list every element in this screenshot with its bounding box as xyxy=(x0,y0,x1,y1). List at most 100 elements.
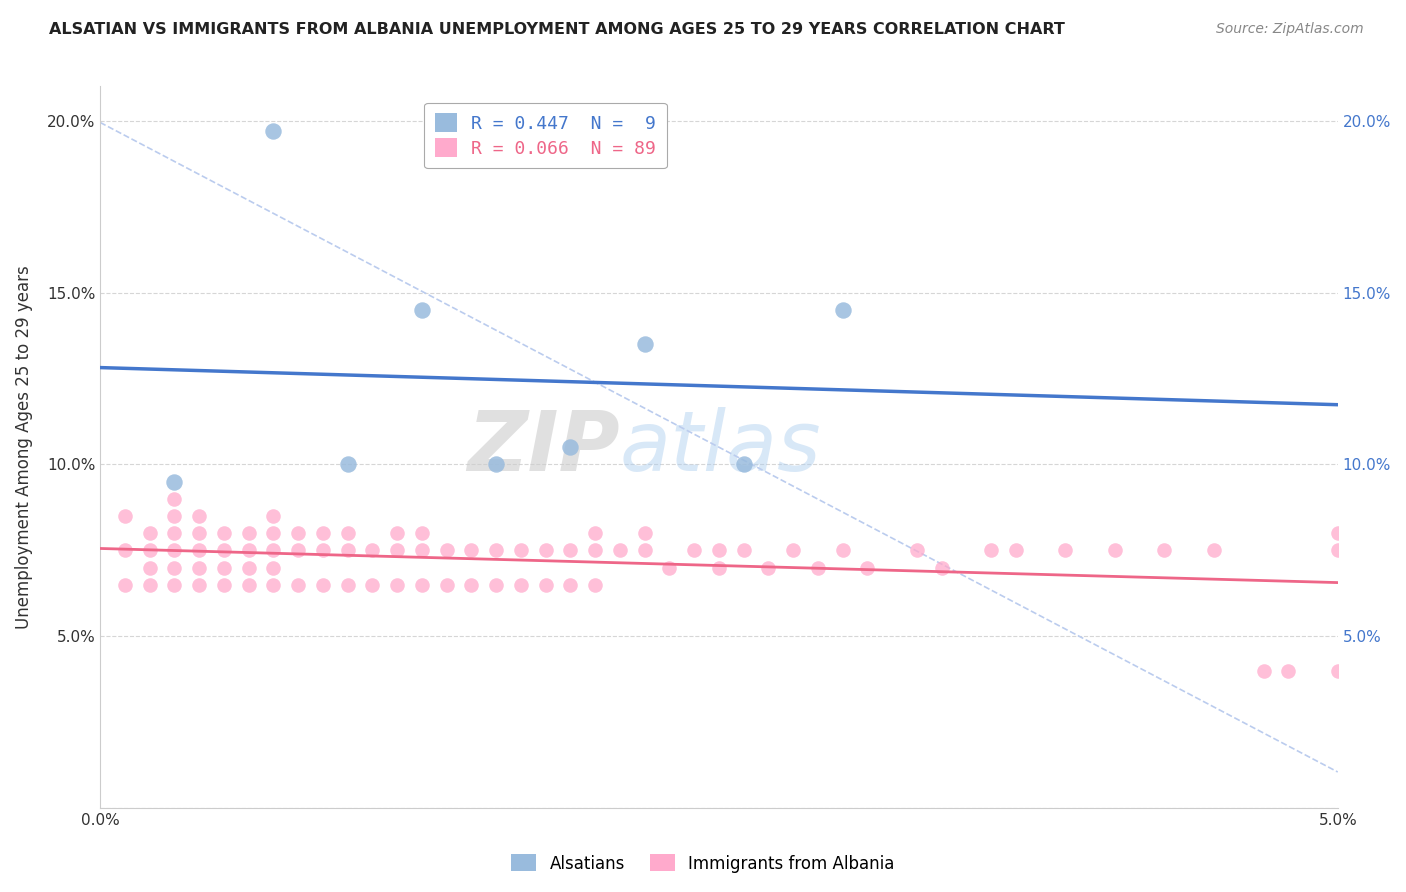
Y-axis label: Unemployment Among Ages 25 to 29 years: Unemployment Among Ages 25 to 29 years xyxy=(15,265,32,629)
Point xyxy=(163,577,186,591)
Point xyxy=(262,577,284,591)
Point xyxy=(163,526,186,541)
Point xyxy=(411,302,433,317)
Point xyxy=(560,577,582,591)
Point xyxy=(312,526,335,541)
Point xyxy=(188,560,211,574)
Point xyxy=(262,508,284,523)
Point xyxy=(138,543,160,558)
Point xyxy=(361,577,384,591)
Text: Source: ZipAtlas.com: Source: ZipAtlas.com xyxy=(1216,22,1364,37)
Point xyxy=(1326,543,1348,558)
Point xyxy=(188,508,211,523)
Point xyxy=(534,577,557,591)
Point xyxy=(238,577,260,591)
Point xyxy=(262,124,284,138)
Point xyxy=(509,577,531,591)
Point xyxy=(583,543,606,558)
Point xyxy=(262,560,284,574)
Point xyxy=(1326,664,1348,678)
Point xyxy=(634,543,657,558)
Point xyxy=(336,543,359,558)
Point xyxy=(560,543,582,558)
Point xyxy=(312,577,335,591)
Point xyxy=(583,577,606,591)
Point xyxy=(831,302,853,317)
Point xyxy=(114,577,136,591)
Point xyxy=(436,543,458,558)
Point xyxy=(385,577,408,591)
Point xyxy=(287,526,309,541)
Point xyxy=(583,526,606,541)
Point xyxy=(1054,543,1077,558)
Point xyxy=(312,543,335,558)
Point xyxy=(212,577,235,591)
Point xyxy=(188,526,211,541)
Point xyxy=(509,543,531,558)
Point xyxy=(361,543,384,558)
Point xyxy=(1202,543,1225,558)
Point xyxy=(188,543,211,558)
Point xyxy=(485,458,508,472)
Point xyxy=(336,577,359,591)
Point xyxy=(138,577,160,591)
Point xyxy=(1253,664,1275,678)
Point xyxy=(980,543,1002,558)
Point xyxy=(634,526,657,541)
Point xyxy=(534,543,557,558)
Point xyxy=(707,560,730,574)
Point xyxy=(238,560,260,574)
Point xyxy=(733,543,755,558)
Point xyxy=(411,526,433,541)
Point xyxy=(336,458,359,472)
Point xyxy=(138,560,160,574)
Point xyxy=(758,560,780,574)
Point xyxy=(163,475,186,489)
Point xyxy=(1326,526,1348,541)
Point xyxy=(238,543,260,558)
Point xyxy=(782,543,804,558)
Point xyxy=(411,543,433,558)
Point xyxy=(385,526,408,541)
Point xyxy=(163,508,186,523)
Point xyxy=(138,526,160,541)
Point xyxy=(683,543,706,558)
Point xyxy=(658,560,681,574)
Point xyxy=(114,508,136,523)
Text: ZIP: ZIP xyxy=(467,407,620,488)
Point xyxy=(436,577,458,591)
Point xyxy=(1005,543,1028,558)
Point xyxy=(212,526,235,541)
Legend: R = 0.447  N =  9, R = 0.066  N = 89: R = 0.447 N = 9, R = 0.066 N = 89 xyxy=(425,103,666,169)
Point xyxy=(385,543,408,558)
Point xyxy=(336,526,359,541)
Legend: Alsatians, Immigrants from Albania: Alsatians, Immigrants from Albania xyxy=(505,847,901,880)
Point xyxy=(262,526,284,541)
Point xyxy=(733,458,755,472)
Point xyxy=(1277,664,1299,678)
Point xyxy=(485,577,508,591)
Text: atlas: atlas xyxy=(620,407,821,488)
Point xyxy=(212,543,235,558)
Point xyxy=(460,543,482,558)
Point xyxy=(163,560,186,574)
Point xyxy=(560,440,582,454)
Point xyxy=(460,577,482,591)
Point xyxy=(634,337,657,351)
Point xyxy=(212,560,235,574)
Point xyxy=(609,543,631,558)
Point xyxy=(485,543,508,558)
Point xyxy=(831,543,853,558)
Text: ALSATIAN VS IMMIGRANTS FROM ALBANIA UNEMPLOYMENT AMONG AGES 25 TO 29 YEARS CORRE: ALSATIAN VS IMMIGRANTS FROM ALBANIA UNEM… xyxy=(49,22,1066,37)
Point xyxy=(287,577,309,591)
Point xyxy=(411,577,433,591)
Point xyxy=(287,543,309,558)
Point xyxy=(1104,543,1126,558)
Point xyxy=(807,560,830,574)
Point xyxy=(114,543,136,558)
Point xyxy=(707,543,730,558)
Point xyxy=(856,560,879,574)
Point xyxy=(931,560,953,574)
Point xyxy=(163,543,186,558)
Point xyxy=(905,543,928,558)
